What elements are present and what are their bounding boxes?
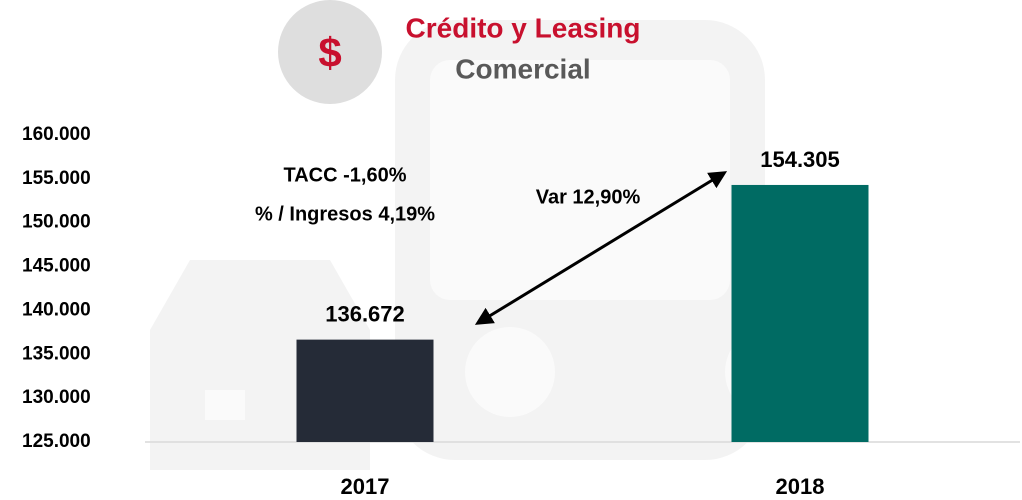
x-tick-label: 2017 [341,474,390,499]
y-tick-label: 130.000 [22,387,91,408]
background-vehicles [150,20,815,470]
bar [732,185,869,442]
y-tick-label: 125.000 [22,431,91,452]
bus-wheel [465,327,555,417]
bus-window [430,60,730,300]
annotation: % / Ingresos 4,19% [255,203,435,225]
y-tick-label: 140.000 [22,299,91,320]
chart-subtitle: Comercial [455,53,590,84]
annotation: Var 12,90% [536,186,641,208]
value-label: 136.672 [325,301,405,326]
annotation: TACC -1,60% [284,164,407,186]
y-tick-label: 145.000 [22,256,91,277]
x-tick-label: 2018 [776,474,825,499]
y-tick-label: 155.000 [22,168,91,189]
y-tick-label: 135.000 [22,343,91,364]
y-tick-label: 160.000 [22,124,91,145]
value-label: 154.305 [760,147,840,172]
icon: $ [318,29,341,76]
bar [297,340,434,442]
y-tick-label: 150.000 [22,212,91,233]
car-light [205,390,245,420]
chart: $ Crédito y Leasing Comercial 125.000 130… [0,0,1022,500]
chart-title: Crédito y Leasing [406,12,641,43]
